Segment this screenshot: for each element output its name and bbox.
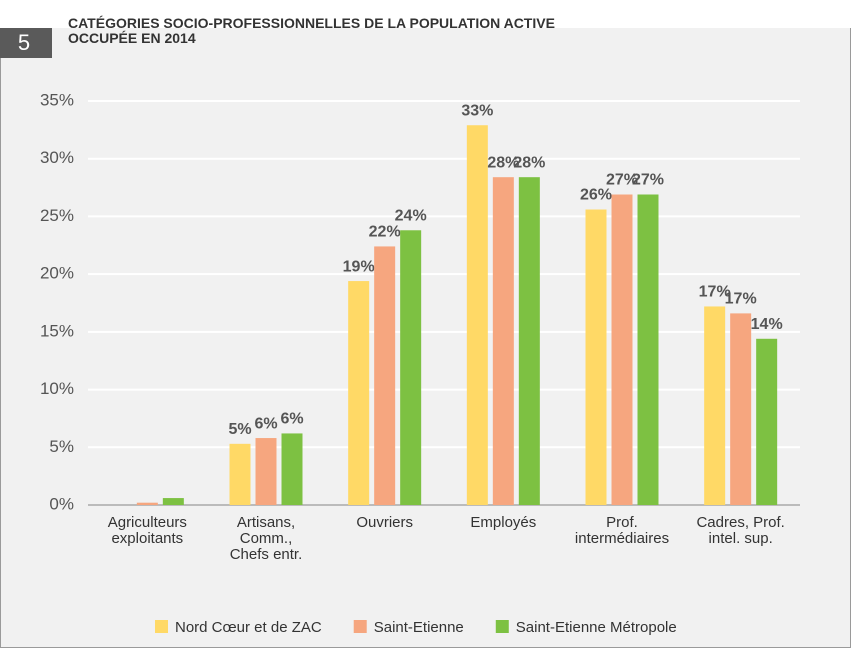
value-label: 6% — [280, 411, 303, 428]
legend-swatch — [155, 620, 168, 633]
value-label: 28% — [487, 154, 519, 171]
chart-title: CATÉGORIES SOCIO-PROFESSIONNELLES DE LA … — [68, 15, 555, 46]
x-tick-label: Prof. intermédiaires — [575, 514, 669, 547]
legend-label: Nord Cœur et de ZAC — [175, 619, 322, 636]
bar — [281, 433, 303, 505]
y-tick-label: 30% — [40, 148, 74, 167]
bar — [637, 194, 659, 506]
badge-box — [0, 28, 52, 58]
bar — [348, 281, 370, 505]
bar — [400, 230, 422, 505]
bar — [255, 438, 277, 505]
bar — [585, 209, 607, 505]
x-tick-label: Ouvriers — [356, 514, 413, 531]
value-label: 26% — [580, 187, 612, 204]
value-label: 22% — [369, 224, 401, 241]
top-strip — [0, 0, 851, 28]
bar — [492, 177, 514, 505]
legend-swatch — [353, 620, 367, 633]
bar — [162, 498, 184, 505]
value-label: 6% — [254, 415, 277, 432]
bar — [518, 177, 540, 505]
y-tick-label: 20% — [40, 264, 74, 283]
y-tick-label: 25% — [40, 206, 74, 225]
bar — [374, 246, 396, 505]
x-tick-label: Cadres, Prof. intel. sup. — [696, 514, 784, 547]
value-label: 28% — [513, 154, 545, 171]
legend-label: Saint-Etienne — [374, 619, 464, 636]
value-label: 19% — [343, 258, 375, 275]
x-tick-label: Artisans, Comm., Chefs entr. — [230, 514, 303, 563]
value-label: 27% — [606, 172, 638, 189]
bar — [704, 306, 726, 505]
value-label: 27% — [632, 172, 664, 189]
y-tick-label: 10% — [40, 379, 74, 398]
value-label: 24% — [395, 207, 427, 224]
legend-swatch — [495, 620, 509, 633]
x-tick-label: Agriculteurs exploitants — [108, 514, 187, 547]
value-label: 17% — [699, 284, 731, 301]
legend-label: Saint-Etienne Métropole — [516, 619, 677, 636]
y-tick-label: 0% — [49, 494, 74, 513]
bar — [229, 443, 251, 505]
y-tick-label: 35% — [40, 90, 74, 109]
y-tick-label: 5% — [49, 437, 74, 456]
y-tick-label: 15% — [40, 321, 74, 340]
bar — [136, 502, 158, 505]
value-label: 14% — [751, 316, 783, 333]
value-label: 17% — [725, 291, 757, 308]
bar — [756, 338, 778, 505]
x-tick-label: Employés — [470, 514, 536, 531]
value-label: 33% — [461, 102, 493, 119]
badge: 5 — [18, 30, 30, 55]
bar — [466, 125, 488, 506]
value-label: 5% — [228, 421, 251, 438]
bar — [730, 313, 752, 505]
bar — [611, 194, 633, 506]
